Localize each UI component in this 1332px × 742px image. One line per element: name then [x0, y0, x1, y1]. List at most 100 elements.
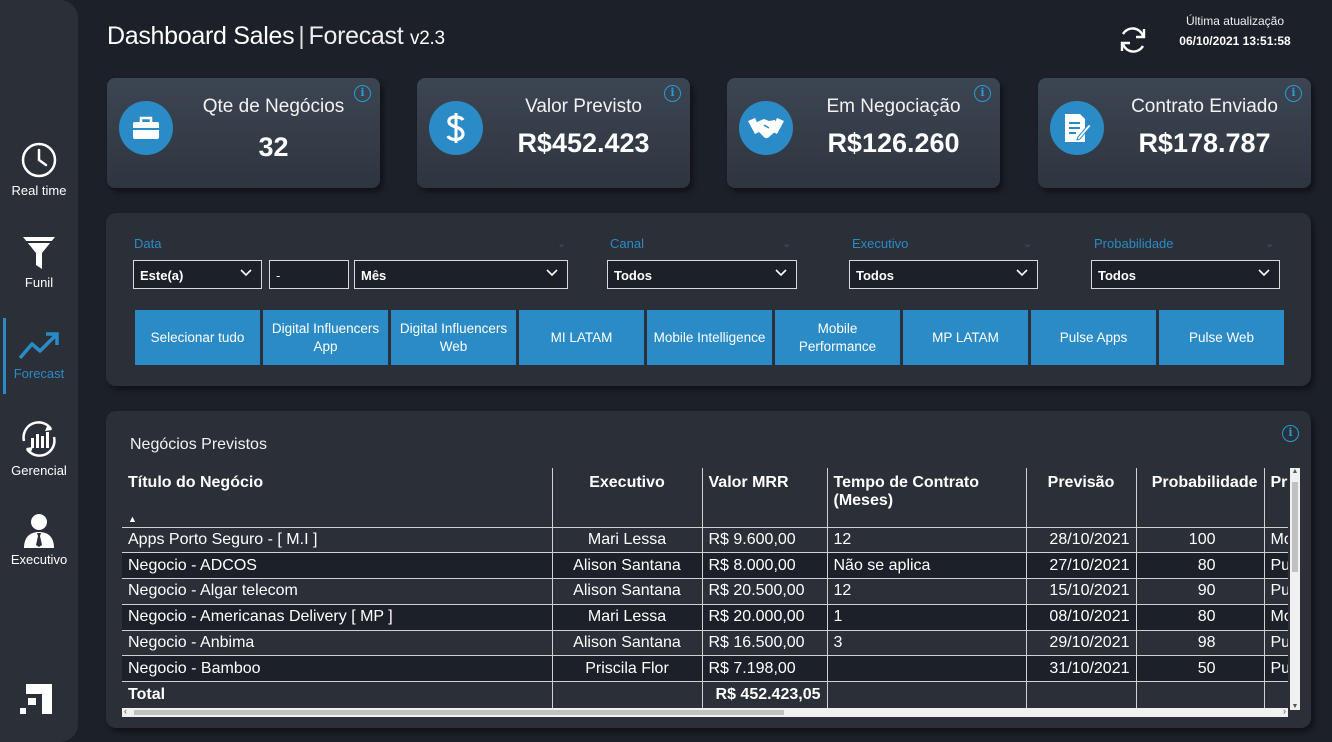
kpi-value: R$126.260 — [827, 128, 960, 158]
table-cell: Mari Lessa — [552, 527, 703, 554]
slicer-label: Pulse Apps — [1059, 329, 1128, 345]
table-row[interactable]: Negocio - Bamboo Priscila Flor R$ 7.198,… — [122, 655, 1288, 683]
deals-table: Título do Negócio ▲ Executivo Valor MRR T… — [122, 468, 1288, 710]
table-cell: Priscila Flor — [552, 655, 703, 683]
column-header[interactable]: Previsão — [1026, 468, 1137, 528]
slicer-digital-influencers-app[interactable]: Digital Influencers App — [263, 310, 388, 365]
info-icon[interactable]: i — [354, 85, 371, 102]
column-header[interactable]: Tempo de Contrato (Meses) — [827, 468, 1027, 528]
slicer-label: Digital Influencers Web — [399, 320, 508, 354]
sidebar-item-label: Real time — [11, 183, 67, 198]
table-cell: R$ 8.000,00 — [702, 552, 828, 580]
chevron-down-icon — [240, 269, 252, 277]
table-cell: Pu — [1264, 630, 1288, 657]
canal-value: Todos — [614, 268, 653, 283]
scroll-down-icon[interactable]: ▼ — [1291, 703, 1299, 710]
slicer-pulse-web[interactable]: Pulse Web — [1159, 310, 1284, 365]
contract-icon — [1065, 114, 1092, 142]
info-icon[interactable]: i — [974, 85, 991, 102]
column-header[interactable]: Probabilidade — [1136, 468, 1265, 528]
table-cell: Pu — [1264, 655, 1288, 683]
sidebar-item-forecast[interactable]: Forecast — [0, 318, 78, 394]
date-period-dropdown[interactable]: Este(a) — [133, 260, 262, 289]
column-header[interactable]: Pro — [1264, 468, 1288, 528]
table-cell: R$ 20.500,00 — [702, 578, 828, 605]
vertical-scrollbar[interactable]: ▲ ▼ — [1290, 468, 1300, 710]
table-row[interactable]: Negocio - Americanas Delivery [ MP ] Mar… — [122, 604, 1288, 631]
info-icon[interactable]: i — [1285, 85, 1302, 102]
refresh-icon[interactable] — [1117, 24, 1149, 56]
scroll-right-icon[interactable]: › — [1283, 706, 1286, 716]
horizontal-scrollbar[interactable]: ‹ › — [122, 706, 1288, 717]
table-cell: Pu — [1264, 552, 1288, 580]
table-cell — [1026, 681, 1137, 708]
table-row[interactable]: Apps Porto Seguro - [ M.I ] Mari Lessa R… — [122, 527, 1288, 554]
column-header[interactable]: Executivo — [552, 468, 703, 528]
kpi-value: R$452.423 — [517, 128, 650, 158]
chevron-down-icon[interactable]: ⌄ — [557, 238, 567, 250]
column-header[interactable]: Valor MRR — [702, 468, 828, 528]
canal-dropdown[interactable]: Todos — [607, 260, 797, 289]
kpi-icon-circle — [119, 101, 173, 155]
kpi-card-qte-negocios: Qte de Negócios 32 i — [107, 78, 380, 188]
table-cell: 31/10/2021 — [1026, 655, 1137, 683]
slicer-mp-latam[interactable]: MP LATAM — [903, 310, 1028, 365]
briefcase-icon — [133, 116, 159, 139]
table-cell: Apps Porto Seguro - [ M.I ] — [122, 527, 553, 554]
table-cell: 15/10/2021 — [1026, 578, 1137, 605]
table-cell: Negocio - ADCOS — [122, 552, 553, 580]
scroll-left-icon[interactable]: ‹ — [124, 706, 127, 716]
kpi-value: 32 — [258, 132, 289, 162]
chevron-down-icon[interactable]: ⌄ — [1023, 238, 1033, 250]
table-cell: Negocio - Americanas Delivery [ MP ] — [122, 604, 553, 631]
table-header-row: Título do Negócio ▲ Executivo Valor MRR T… — [122, 468, 1288, 528]
slicer-selecionar-tudo[interactable]: Selecionar tudo — [135, 310, 260, 365]
chevron-down-icon[interactable]: ⌄ — [782, 238, 792, 250]
column-header[interactable]: Título do Negócio ▲ — [122, 468, 553, 528]
sidebar-item-real-time[interactable]: Real time — [0, 141, 78, 198]
executivo-dropdown[interactable]: Todos — [849, 260, 1038, 289]
date-unit-value: Mês — [361, 268, 387, 283]
table-row[interactable]: Negocio - Algar telecom Alison Santana R… — [122, 578, 1288, 605]
filter-label-probabilidade: Probabilidade — [1094, 236, 1174, 251]
page-title: Dashboard Sales | Forecast v2.3 — [107, 22, 445, 51]
table-cell: Negocio - Bamboo — [122, 655, 553, 683]
slicer-pulse-apps[interactable]: Pulse Apps — [1031, 310, 1156, 365]
kpi-card-valor-previsto: Valor Previsto R$452.423 i — [417, 78, 690, 188]
sidebar-item-funil[interactable]: Funil — [0, 235, 78, 290]
title-separator: | — [298, 22, 305, 50]
table-cell: 80 — [1136, 604, 1265, 631]
probabilidade-dropdown[interactable]: Todos — [1091, 260, 1280, 289]
table-cell: Negocio - Algar telecom — [122, 578, 553, 605]
table-cell: Pu — [1264, 578, 1288, 605]
info-icon[interactable]: i — [664, 85, 681, 102]
dollar-icon — [446, 113, 465, 143]
table-cell: Alison Santana — [552, 578, 703, 605]
scroll-up-icon[interactable]: ▲ — [1291, 468, 1299, 475]
slicer-mi-latam[interactable]: MI LATAM — [519, 310, 644, 365]
table-cell: R$ 7.198,00 — [702, 655, 828, 683]
table-row[interactable]: Negocio - ADCOS Alison Santana R$ 8.000,… — [122, 552, 1288, 580]
table-cell: 27/10/2021 — [1026, 552, 1137, 580]
title-sub: Forecast — [308, 22, 404, 50]
slicer-mobile-intelligence[interactable]: Mobile Intelligence — [647, 310, 772, 365]
filter-label-data: Data — [134, 236, 162, 251]
table-total-row: Total R$ 452.423,05 — [122, 681, 1288, 708]
scrollbar-thumb[interactable] — [1292, 482, 1298, 572]
date-amount-input[interactable]: - — [269, 260, 349, 289]
sidebar-item-executivo[interactable]: Executivo — [0, 512, 78, 567]
slicer-digital-influencers-web[interactable]: Digital Influencers Web — [391, 310, 516, 365]
sidebar-item-gerencial[interactable]: Gerencial — [0, 419, 78, 478]
table-row[interactable]: Negocio - Anbima Alison Santana R$ 16.50… — [122, 630, 1288, 657]
table-cell — [1136, 681, 1265, 708]
table-cell: R$ 16.500,00 — [702, 630, 828, 657]
date-unit-dropdown[interactable]: Mês — [354, 260, 568, 289]
info-icon[interactable]: i — [1282, 425, 1299, 442]
scrollbar-thumb[interactable] — [134, 710, 784, 715]
chevron-down-icon[interactable]: ⌄ — [1265, 238, 1275, 250]
chevron-down-icon — [546, 269, 558, 277]
probabilidade-value: Todos — [1098, 268, 1137, 283]
handshake-icon — [748, 118, 784, 139]
slicer-mobile-performance[interactable]: Mobile Performance — [775, 310, 900, 365]
table-cell: 12 — [827, 578, 1027, 605]
